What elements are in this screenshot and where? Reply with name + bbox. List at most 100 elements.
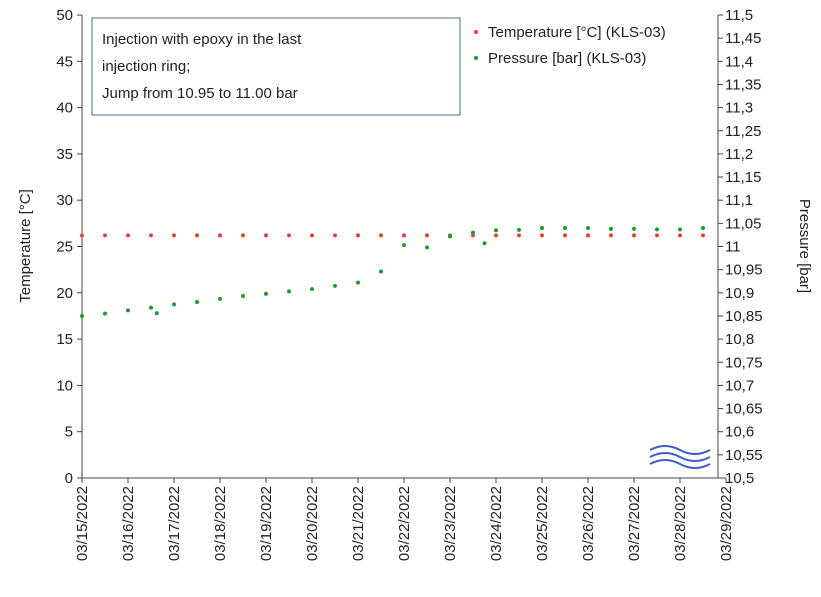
point (563, 233, 567, 238)
y2-axis-label: Pressure [bar] (796, 199, 813, 293)
y-axis-label: Temperature [°C] (17, 189, 34, 303)
point (517, 227, 521, 232)
point (154, 311, 159, 316)
y2-tick-label: 10,75 (725, 354, 763, 371)
point (195, 300, 199, 305)
y2-tick-label: 11,5 (725, 7, 753, 24)
point (264, 291, 268, 296)
point (586, 225, 590, 230)
y2-tick-label: 10,95 (725, 262, 763, 279)
point (333, 283, 337, 288)
x-tick-label: 03/16/2022 (120, 486, 137, 561)
point (241, 294, 245, 299)
y2-tick-label: 10,5 (725, 470, 754, 487)
point (609, 233, 613, 238)
point (402, 243, 406, 248)
point (586, 233, 590, 238)
annotation-box (91, 17, 461, 116)
annotation-line: Jump from 10.95 to 11.00 bar (102, 85, 298, 102)
y-tick-label: 30 (56, 192, 73, 209)
point (448, 234, 452, 239)
x-tick-label: 03/22/2022 (396, 486, 413, 561)
point (471, 230, 475, 235)
point (540, 225, 544, 230)
point (126, 308, 130, 313)
point (287, 233, 291, 238)
x-tick-label: 03/19/2022 (258, 486, 275, 561)
point (241, 233, 245, 238)
y-tick-label: 5 (65, 424, 73, 441)
x-tick-label: 03/24/2022 (488, 486, 505, 561)
x-tick-label: 03/29/2022 (718, 486, 735, 561)
y2-tick-label: 11,3 (725, 100, 753, 117)
point (655, 227, 659, 232)
y-tick-label: 15 (56, 331, 73, 348)
legend-marker (474, 56, 478, 60)
point (494, 228, 498, 233)
x-tick-label: 03/20/2022 (304, 486, 321, 561)
x-tick-label: 03/18/2022 (212, 486, 229, 561)
point (103, 311, 107, 316)
y-tick-label: 0 (65, 470, 73, 487)
annotation-line: Injection with epoxy in the last (102, 31, 302, 48)
point (149, 233, 153, 238)
x-tick-label: 03/28/2022 (672, 486, 689, 561)
y2-tick-label: 10,7 (725, 377, 754, 394)
y2-tick-label: 11,1 (725, 192, 753, 209)
point (310, 287, 314, 292)
point (356, 233, 360, 238)
point (632, 233, 636, 238)
annotation-line: injection ring; (102, 58, 190, 75)
point (356, 280, 360, 285)
point (379, 269, 383, 274)
point (195, 233, 199, 238)
point (678, 227, 682, 232)
point (471, 233, 475, 238)
point (103, 233, 107, 238)
x-tick-label: 03/23/2022 (442, 486, 459, 561)
point (609, 226, 613, 231)
y-tick-label: 10 (56, 377, 73, 394)
point (563, 225, 567, 230)
y-tick-label: 45 (56, 53, 73, 70)
point (264, 233, 268, 238)
point (80, 313, 84, 318)
y-tick-label: 20 (56, 285, 73, 302)
y2-tick-label: 10,9 (725, 285, 754, 302)
y2-tick-label: 11,35 (725, 76, 761, 93)
point (310, 233, 314, 238)
logo (649, 445, 711, 469)
y2-tick-label: 11 (725, 239, 741, 256)
y2-tick-label: 11,2 (725, 146, 753, 163)
x-tick-label: 03/17/2022 (166, 486, 183, 561)
point (172, 302, 176, 307)
point (517, 233, 521, 238)
legend-marker (474, 30, 478, 34)
point (632, 226, 636, 231)
point (425, 245, 429, 250)
point (126, 233, 130, 238)
legend-label: Pressure [bar] (KLS-03) (488, 50, 646, 67)
point (701, 233, 705, 238)
point (494, 233, 498, 238)
y2-tick-label: 10,55 (725, 447, 763, 464)
point (333, 233, 337, 238)
y2-tick-label: 11,45 (725, 30, 761, 47)
y-tick-label: 25 (56, 239, 73, 256)
x-tick-label: 03/27/2022 (626, 486, 643, 561)
point (287, 289, 291, 294)
point (482, 241, 487, 246)
y-tick-label: 50 (56, 7, 73, 24)
point (425, 233, 429, 238)
y2-tick-label: 11,15 (725, 169, 761, 186)
point (655, 233, 659, 238)
point (80, 233, 84, 238)
y2-tick-label: 10,85 (725, 308, 763, 325)
y2-tick-label: 10,6 (725, 424, 754, 441)
x-tick-label: 03/15/2022 (74, 486, 91, 561)
point (678, 233, 682, 238)
point (701, 225, 705, 230)
x-tick-label: 03/25/2022 (534, 486, 551, 561)
point (402, 233, 406, 238)
